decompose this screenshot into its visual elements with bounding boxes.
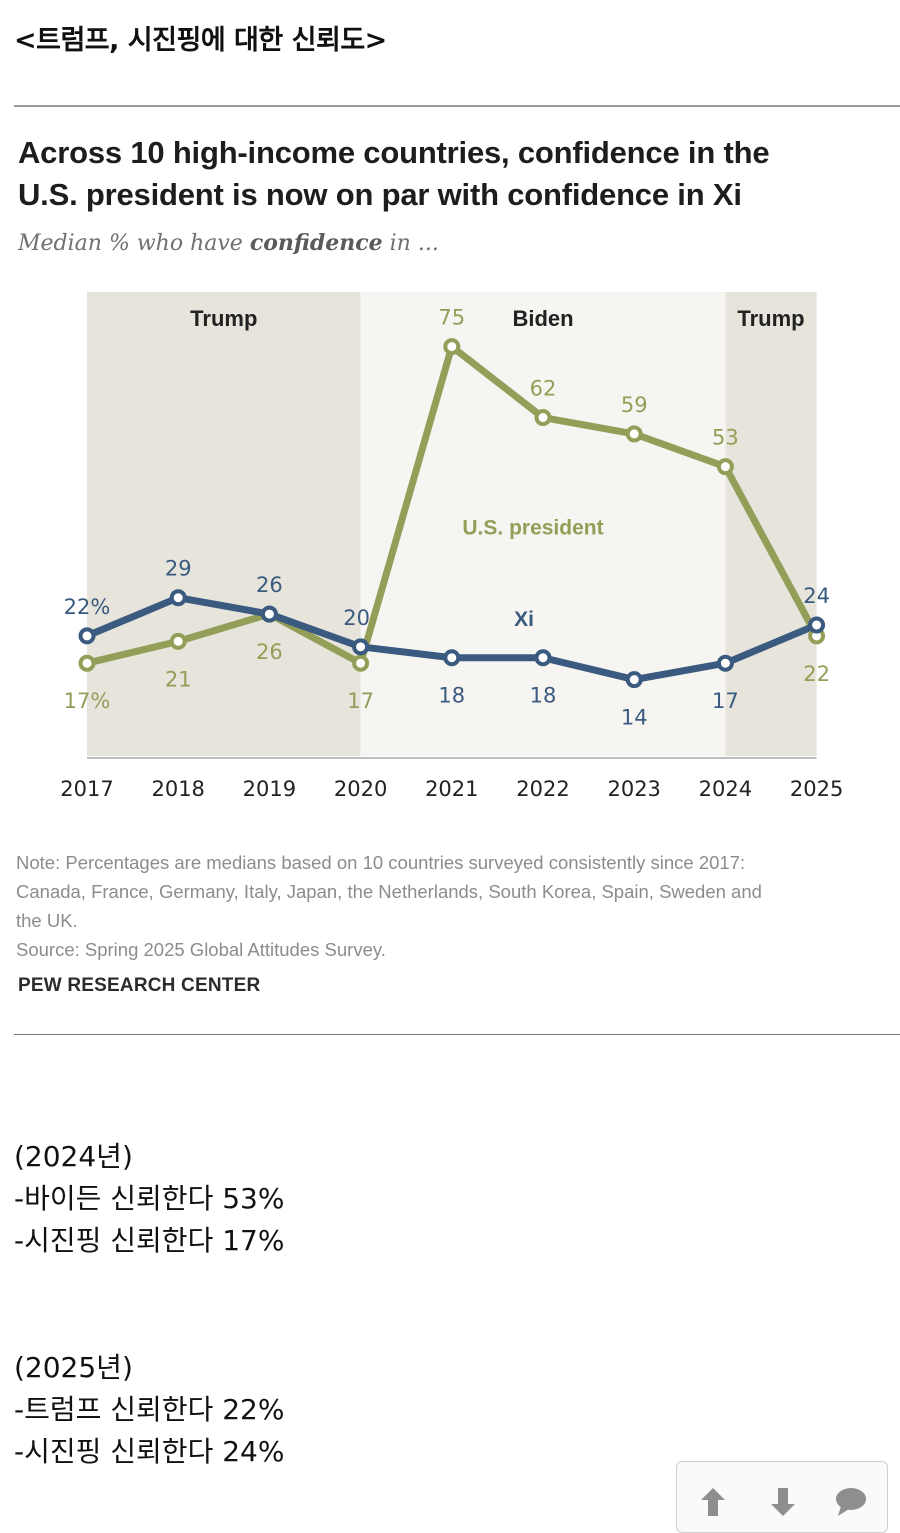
series-label-us-president: U.S. president <box>462 517 603 540</box>
arrow-down-icon <box>771 1488 795 1516</box>
data-label: 24 <box>803 584 830 608</box>
data-label: 26 <box>256 640 283 664</box>
data-point <box>78 627 96 645</box>
reaction-bar <box>676 1461 888 1533</box>
era-bands: Trump Biden Trump <box>87 292 817 756</box>
data-point <box>169 589 187 607</box>
series-label-xi: Xi <box>514 608 534 631</box>
subtitle-bold: confidence <box>249 230 383 256</box>
note-line3: the UK. <box>16 910 78 931</box>
brand-label: PEW RESEARCH CENTER <box>18 975 261 996</box>
summary-2025-heading: (2025년) <box>14 1351 133 1384</box>
data-label: 29 <box>165 557 192 581</box>
data-label: 14 <box>621 706 648 730</box>
data-point <box>625 671 643 689</box>
x-tick-label: 2018 <box>151 777 204 801</box>
x-axis: 2017 2018 2019 2020 2021 2022 2023 2024 2025 <box>60 757 843 801</box>
summary-2024: (2024년) -바이든 신뢰한다 53% -시진핑 신뢰한다 17% <box>14 1136 284 1262</box>
data-point <box>443 649 461 667</box>
era-label-1: Biden <box>512 306 573 331</box>
data-point <box>716 458 734 476</box>
downvote-button[interactable] <box>761 1482 805 1522</box>
line-chart: Trump Biden Trump 17% 21 26 17 75 62 59 53 22 22% 29… <box>60 292 843 801</box>
chart-title-line2: U.S. president is now on par with confid… <box>18 177 742 212</box>
data-point <box>534 649 552 667</box>
data-labels: 17% 21 26 17 75 62 59 53 22 22% 29 26 20 18 18 14 17 24 U.… <box>64 306 830 730</box>
data-label: 21 <box>165 667 192 691</box>
x-tick-label: 2019 <box>243 777 296 801</box>
summary-2025-line1: -트럼프 신뢰한다 22% <box>14 1393 285 1426</box>
speech-bubble-icon <box>836 1488 866 1516</box>
x-tick-label: 2017 <box>60 777 113 801</box>
x-tick-label: 2022 <box>516 777 569 801</box>
data-label: 75 <box>438 306 465 330</box>
series-points <box>78 338 826 689</box>
data-point <box>78 654 96 672</box>
data-label: 17% <box>64 689 111 713</box>
data-label: 17 <box>712 689 739 713</box>
summary-2024-line2: -시진핑 신뢰한다 17% <box>14 1224 285 1257</box>
data-label: 22% <box>64 595 111 619</box>
data-label: 18 <box>530 684 557 708</box>
data-label: 22 <box>803 662 830 686</box>
era-label-0: Trump <box>190 306 257 331</box>
bottom-divider <box>14 1034 900 1035</box>
top-divider <box>14 105 900 107</box>
era-band-0 <box>87 292 361 756</box>
x-tick-label: 2023 <box>607 777 660 801</box>
x-tick-label: 2020 <box>334 777 387 801</box>
chart-subtitle: Median % who have confidence in ... <box>18 230 439 256</box>
data-label: 59 <box>621 393 648 417</box>
summary-2025: (2025년) -트럼프 신뢰한다 22% -시진핑 신뢰한다 24% <box>14 1347 284 1473</box>
subtitle-suffix: in ... <box>382 231 439 256</box>
x-tick-label: 2025 <box>790 777 843 801</box>
note-line2: Canada, France, Germany, Italy, Japan, t… <box>16 881 762 902</box>
arrow-up-icon <box>701 1488 725 1516</box>
era-band-1 <box>360 292 726 756</box>
data-point <box>625 425 643 443</box>
data-point <box>352 638 370 656</box>
data-point <box>260 605 278 623</box>
source-line: Source: Spring 2025 Global Attitudes Sur… <box>16 939 386 960</box>
summary-2024-heading: (2024년) <box>14 1140 133 1173</box>
chart-note: Note: Percentages are medians based on 1… <box>16 848 891 964</box>
post-title: <트럼프, 시진핑에 대한 신뢰도> <box>14 25 387 56</box>
data-point <box>808 616 826 634</box>
data-point <box>534 409 552 427</box>
x-tick-label: 2024 <box>699 777 752 801</box>
comment-button[interactable] <box>829 1482 873 1522</box>
summary-2024-line1: -바이든 신뢰한다 53% <box>14 1182 285 1215</box>
data-point <box>443 338 461 356</box>
data-label: 18 <box>438 684 465 708</box>
data-label: 62 <box>530 377 557 401</box>
era-band-2 <box>725 292 817 756</box>
data-point <box>169 632 187 650</box>
x-tick-label: 2021 <box>425 777 478 801</box>
data-point <box>716 654 734 672</box>
summary-2025-line2: -시진핑 신뢰한다 24% <box>14 1435 285 1468</box>
subtitle-prefix: Median % who have <box>18 231 250 256</box>
chart-title-line1: Across 10 high-income countries, confide… <box>18 135 770 170</box>
upvote-button[interactable] <box>691 1482 735 1522</box>
chart-title: Across 10 high-income countries, confide… <box>18 132 888 216</box>
data-point <box>352 654 370 672</box>
data-label: 17 <box>347 689 374 713</box>
data-label: 26 <box>256 573 283 597</box>
data-label: 20 <box>343 606 370 630</box>
note-line1: Note: Percentages are medians based on 1… <box>16 852 746 873</box>
data-label: 53 <box>712 426 739 450</box>
era-label-2: Trump <box>737 306 804 331</box>
